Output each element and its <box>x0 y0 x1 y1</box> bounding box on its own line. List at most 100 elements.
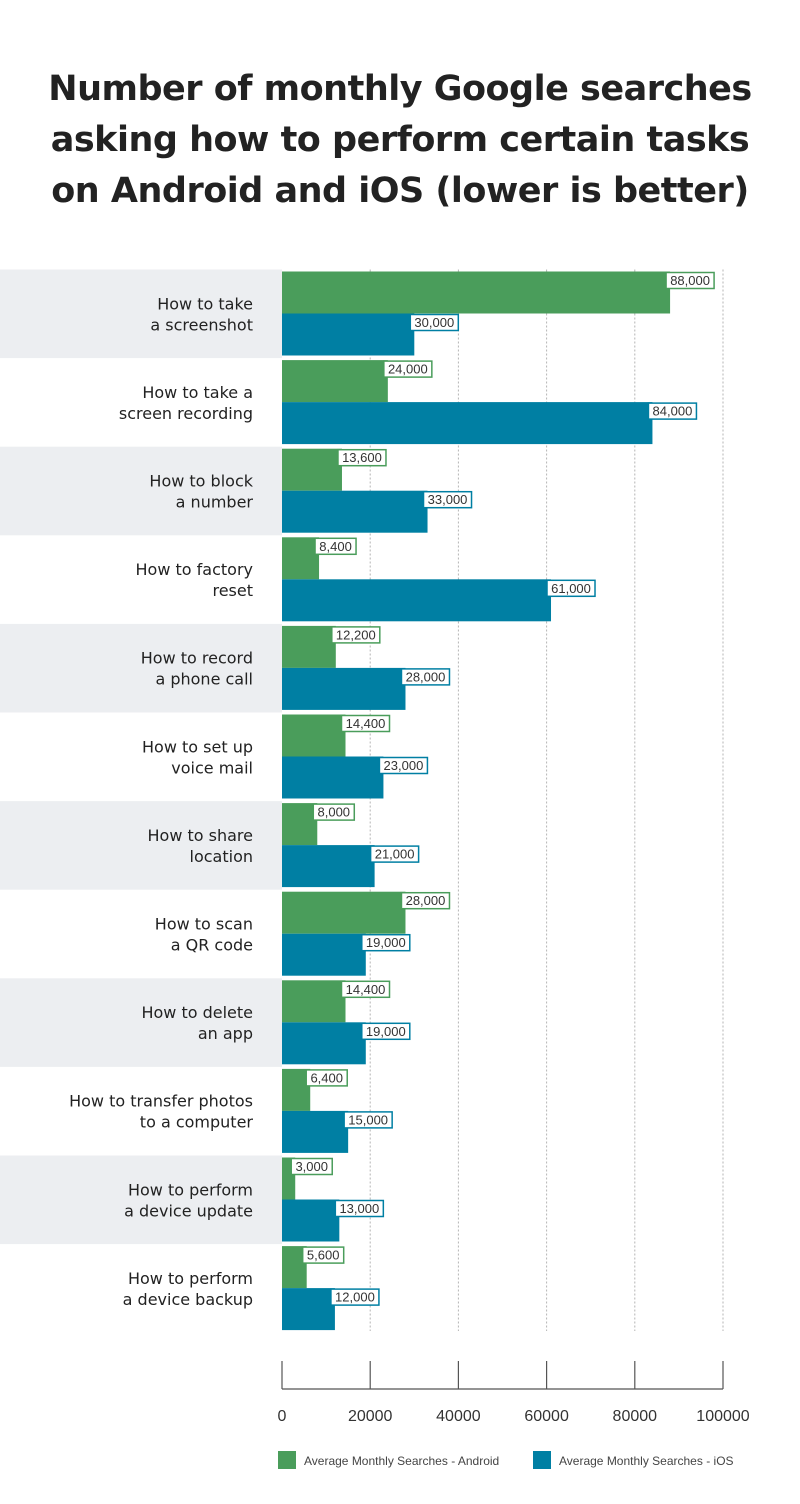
ios-data-label-box <box>343 1111 393 1129</box>
android-data-label-box <box>383 360 433 378</box>
ios-data-label: 19,000 <box>366 935 406 950</box>
ios-data-label-box <box>422 490 473 509</box>
x-tick-label: 40000 <box>436 1408 481 1425</box>
chart-title-line-2: asking how to perform certain tasks <box>50 120 750 160</box>
ios-data-label: 28,000 <box>406 669 446 684</box>
ios-bar <box>282 667 406 710</box>
ios-data-label: 23,000 <box>384 758 424 773</box>
ios-data-label: 21,000 <box>375 847 415 862</box>
ios-bar <box>282 845 375 888</box>
category-label: How to take <box>157 294 253 313</box>
ios-data-label-box <box>409 313 460 332</box>
ios-data-label: 30,000 <box>414 315 454 330</box>
android-data-label-box <box>305 1069 348 1087</box>
ios-data-label-box <box>378 756 429 775</box>
chart-title-line-3: on Android and iOS (lower is better) <box>51 171 749 211</box>
ios-data-label-box <box>334 1199 385 1218</box>
android-data-label-box <box>400 891 451 910</box>
x-tick-label: 20000 <box>348 1408 393 1425</box>
ios-data-label: 15,000 <box>348 1112 388 1127</box>
android-data-label: 14,400 <box>346 716 386 731</box>
android-data-label: 12,200 <box>336 627 376 642</box>
x-tick-label: 100000 <box>696 1408 749 1425</box>
android-bar <box>282 891 406 934</box>
ios-data-label-box <box>361 1022 411 1041</box>
ios-bar <box>282 933 366 976</box>
android-data-label: 24,000 <box>388 362 428 377</box>
chart-title-line-1: Number of monthly Google searches <box>48 69 752 109</box>
category-label: How to block <box>149 472 253 491</box>
category-label: How to transfer photos <box>69 1092 253 1111</box>
ios-data-label-box <box>369 845 420 863</box>
ios-bar <box>282 1022 366 1065</box>
ios-data-label: 13,000 <box>339 1201 379 1216</box>
row-band <box>0 801 282 890</box>
android-data-label-box <box>340 980 391 999</box>
ios-data-label: 61,000 <box>551 581 591 596</box>
android-data-label: 6,400 <box>310 1070 343 1085</box>
category-label: How to scan <box>155 915 253 934</box>
android-data-label: 14,400 <box>346 982 386 997</box>
android-data-label: 28,000 <box>406 893 446 908</box>
android-data-label-box <box>312 803 356 821</box>
category-label: a phone call <box>155 670 253 689</box>
legend-swatch-android <box>278 1451 296 1469</box>
row-band <box>0 269 282 359</box>
android-data-label: 8,000 <box>318 805 351 820</box>
android-bar <box>282 625 336 668</box>
android-bar <box>282 980 346 1023</box>
ios-bar <box>282 1199 340 1242</box>
category-label: How to delete <box>141 1003 253 1022</box>
row-band <box>0 978 282 1067</box>
ios-bar <box>282 1110 349 1153</box>
x-tick-label: 80000 <box>613 1408 658 1425</box>
android-data-label-box <box>314 537 357 556</box>
android-data-label-box <box>340 714 391 733</box>
ios-data-label: 12,000 <box>335 1290 375 1305</box>
android-data-label-box <box>331 626 381 644</box>
category-label: a screenshot <box>150 315 253 334</box>
category-label: How to share <box>148 826 254 845</box>
x-tick-label: 60000 <box>524 1408 569 1425</box>
ios-bar <box>282 313 415 356</box>
row-band <box>0 446 282 536</box>
category-label: an app <box>198 1024 253 1043</box>
category-label: How to take a <box>142 383 253 402</box>
android-bar <box>282 714 346 757</box>
android-data-label: 8,400 <box>319 539 352 554</box>
category-label: location <box>190 847 253 866</box>
ios-bar <box>282 756 384 799</box>
android-data-label-box <box>290 1157 333 1176</box>
category-label: a device update <box>124 1201 253 1220</box>
ios-data-label-box <box>546 579 596 598</box>
category-label: a number <box>176 493 254 512</box>
ios-data-label: 19,000 <box>366 1024 406 1039</box>
x-tick-label: 0 <box>278 1408 287 1425</box>
android-data-label: 5,600 <box>307 1248 340 1263</box>
ios-data-label-box <box>400 668 451 686</box>
ios-bar <box>282 490 428 533</box>
category-label: How to factory <box>136 560 253 579</box>
category-label: How to record <box>141 649 253 668</box>
android-bar <box>282 537 320 580</box>
legend-label-android: Average Monthly Searches - Android <box>304 1454 499 1468</box>
android-data-label-box <box>665 271 715 290</box>
category-label: How to perform <box>128 1269 253 1288</box>
category-label: How to perform <box>128 1180 253 1199</box>
category-label: a QR code <box>171 936 253 955</box>
ios-data-label: 84,000 <box>653 404 693 419</box>
row-band <box>0 623 282 713</box>
legend-label-ios: Average Monthly Searches - iOS <box>559 1454 734 1468</box>
ios-bar <box>282 402 653 445</box>
legend-swatch-ios <box>533 1451 551 1469</box>
ios-data-label-box <box>361 933 411 952</box>
android-data-label: 88,000 <box>670 273 710 288</box>
category-label: a device backup <box>123 1290 253 1309</box>
category-label: reset <box>212 581 253 600</box>
android-bar <box>282 448 342 491</box>
android-bar <box>282 803 318 846</box>
chart-title: Number of monthly Google searches asking… <box>20 64 780 217</box>
ios-bar <box>282 579 552 622</box>
